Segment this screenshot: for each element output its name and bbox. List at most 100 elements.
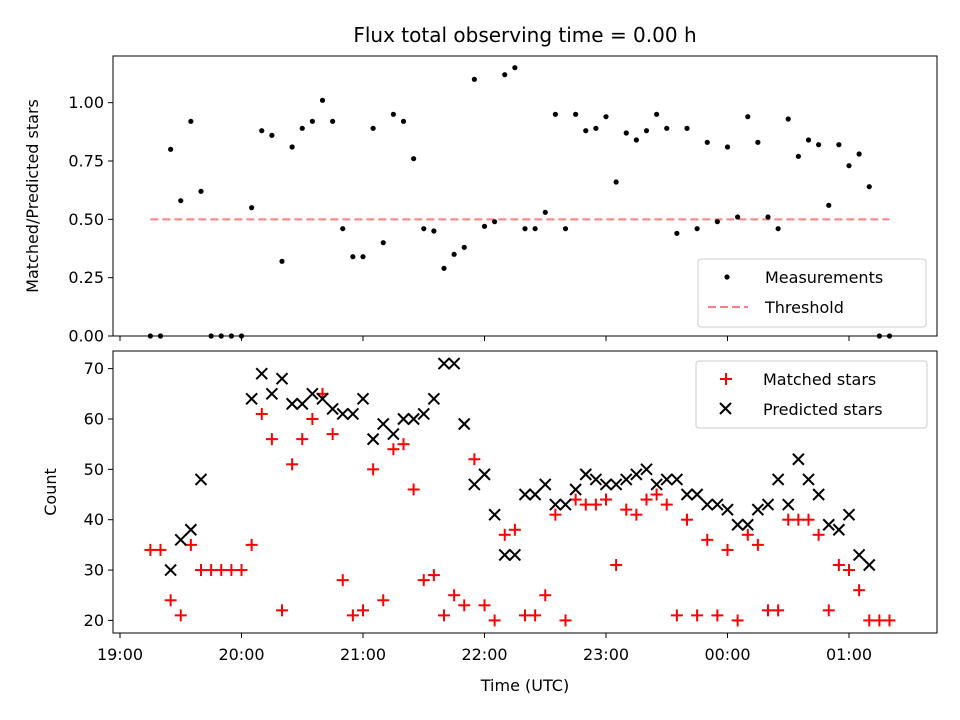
- matched-star-marker: [873, 614, 886, 627]
- predicted-star-marker: [569, 483, 582, 496]
- ratio-y-tick-label: 1.00: [68, 93, 104, 112]
- measurement-point: [481, 223, 488, 229]
- predicted-star-marker: [660, 473, 673, 486]
- predicted-star-marker: [863, 558, 876, 572]
- measurement-point: [421, 226, 427, 232]
- matched-star-marker: [164, 594, 177, 607]
- measurement-point: [319, 97, 326, 103]
- matched-star-marker: [691, 609, 704, 622]
- predicted-star-marker: [822, 518, 835, 531]
- matched-star-marker: [539, 589, 552, 602]
- measurement-point: [785, 116, 791, 122]
- ratio-y-tick-label: 0.75: [68, 152, 104, 171]
- predicted-star-marker: [812, 488, 825, 501]
- measurement-point: [714, 219, 720, 225]
- count-plot-area: [144, 357, 896, 627]
- measurement-point: [643, 128, 650, 134]
- predicted-star-marker: [306, 387, 319, 401]
- measurement-point: [289, 144, 295, 150]
- matched-star-marker: [458, 599, 471, 612]
- matched-star-marker: [822, 604, 835, 617]
- matched-star-marker: [296, 433, 309, 446]
- predicted-legend-marker: [719, 402, 732, 415]
- measurement-point: [188, 118, 194, 124]
- matched-star-marker: [174, 609, 187, 622]
- measurement-point: [573, 111, 579, 117]
- measurement-point: [532, 226, 538, 232]
- measurement-point: [826, 202, 832, 208]
- matched-star-marker: [620, 503, 633, 516]
- measurement-point: [492, 219, 498, 225]
- count-panel-frame: [112, 350, 938, 634]
- predicted-star-marker: [620, 473, 633, 486]
- measurement-point: [552, 111, 558, 117]
- predicted-star-marker: [316, 392, 329, 406]
- count-legend: Matched stars Predicted stars: [695, 360, 928, 429]
- measurement-point: [370, 125, 376, 131]
- measurement-point: [299, 125, 305, 131]
- predicted-star-marker: [366, 432, 380, 446]
- matched-star-marker: [782, 513, 795, 526]
- predicted-star-marker: [731, 518, 744, 531]
- matched-star-marker: [286, 458, 299, 471]
- predicted-star-marker: [498, 548, 511, 562]
- measurement-point: [724, 144, 731, 150]
- matched-star-marker: [731, 614, 744, 627]
- predicted-star-marker: [194, 473, 208, 486]
- predicted-star-marker: [528, 488, 542, 501]
- predicted-star-marker: [245, 392, 258, 406]
- measurement-point: [168, 146, 174, 152]
- predicted-star-marker: [458, 417, 471, 431]
- measurement-point: [259, 128, 265, 134]
- measurement-point: [775, 226, 781, 232]
- matched-star-marker: [660, 498, 673, 511]
- predicted-star-marker: [275, 372, 289, 385]
- predicted-star-marker: [346, 407, 360, 421]
- measurement-point: [745, 114, 751, 120]
- matched-star-marker: [762, 604, 774, 617]
- predicted-star-marker: [377, 417, 390, 431]
- measurement-point: [816, 142, 822, 148]
- predicted-star-marker: [407, 412, 420, 426]
- predicted-star-marker: [255, 367, 268, 380]
- ratio-plot-area: [147, 65, 893, 339]
- predicted-star-marker: [549, 498, 562, 511]
- count-x-tick-label: 19:00: [97, 645, 143, 664]
- matched-star-marker: [751, 538, 764, 551]
- measurement-point: [471, 76, 477, 82]
- measurement-point: [522, 226, 528, 232]
- measurement-point: [431, 228, 437, 234]
- measurement-point: [512, 65, 518, 71]
- predicted-star-marker: [609, 478, 623, 491]
- count-y-tick-label: 70: [84, 359, 104, 378]
- predicted-star-marker: [650, 478, 663, 491]
- measurement-point: [654, 111, 660, 117]
- measurement-point: [583, 128, 589, 134]
- count-y-ticks: 20 30 40 50 60 70: [84, 359, 113, 630]
- predicted-star-marker: [701, 498, 714, 511]
- matched-star-marker: [681, 513, 693, 526]
- ratio-x-ticks: [119, 336, 850, 341]
- predicted-star-marker: [478, 468, 491, 481]
- predicted-star-marker: [387, 427, 400, 441]
- matched-star-marker: [812, 528, 825, 541]
- matched-legend-marker: [720, 373, 732, 385]
- predicted-star-marker: [802, 473, 815, 486]
- matched-star-marker: [792, 513, 805, 526]
- predicted-star-marker: [782, 498, 795, 511]
- matched-star-marker: [488, 614, 501, 627]
- measurement-point: [674, 230, 680, 236]
- matched-star-marker: [670, 609, 683, 622]
- measurement-point: [198, 188, 204, 194]
- measurement-point: [390, 111, 396, 117]
- measurement-point: [360, 254, 366, 260]
- count-x-axis-label: Time (UTC): [480, 676, 569, 695]
- predicted-star-marker: [792, 453, 805, 466]
- matched-star-marker: [711, 609, 724, 622]
- matched-star-marker: [863, 614, 876, 627]
- measurement-point: [279, 258, 285, 264]
- measurement-point: [603, 114, 609, 120]
- matched-star-marker: [508, 523, 521, 536]
- measurement-point: [249, 205, 255, 211]
